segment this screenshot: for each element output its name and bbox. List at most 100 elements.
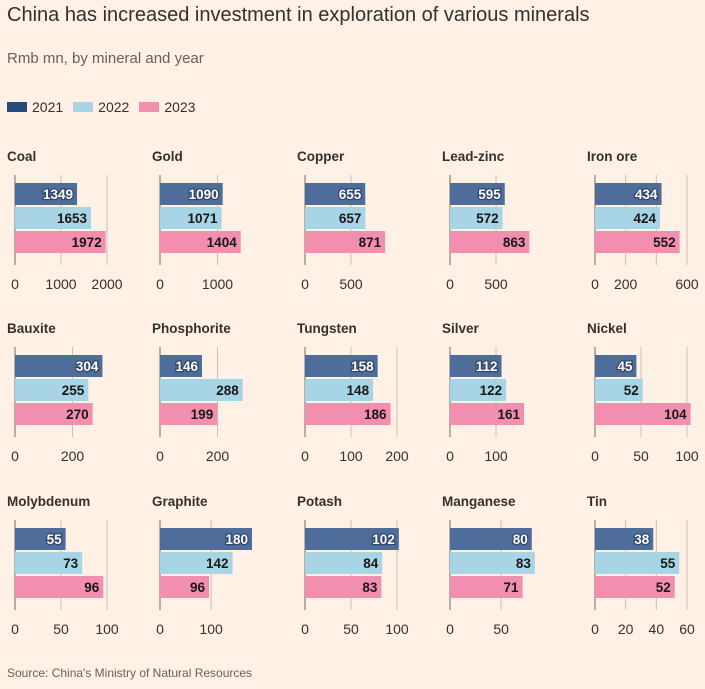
bar-value-label: 199 — [191, 407, 214, 422]
bar-2023 — [305, 403, 391, 425]
tick-label: 1000 — [45, 276, 76, 292]
panel-title: Lead-zinc — [442, 149, 505, 164]
bar-2022 — [160, 207, 222, 229]
tick-label: 50 — [343, 621, 359, 637]
bar-2021 — [595, 528, 654, 550]
tick-label: 0 — [11, 448, 19, 464]
bar-2021 — [15, 355, 103, 377]
bar-2022 — [595, 379, 643, 401]
bar-value-label: 96 — [190, 580, 206, 595]
tick-label: 100 — [385, 621, 409, 637]
tick-label: 200 — [61, 448, 85, 464]
source-note: Source: China's Ministry of Natural Reso… — [7, 666, 253, 680]
panel-copper: Copper 0 500 655 657 871 — [297, 149, 386, 292]
bar-value-label: 80 — [513, 532, 528, 547]
tick-label: 200 — [206, 448, 230, 464]
bar-2023 — [450, 576, 523, 598]
bar-value-label: 73 — [63, 556, 79, 571]
bar-2023 — [160, 576, 210, 598]
panel-title: Molybdenum — [7, 494, 90, 509]
bar-value-label: 142 — [206, 556, 229, 571]
tick-label: 200 — [614, 276, 638, 292]
panel-title: Potash — [297, 494, 342, 509]
tick-label: 100 — [484, 448, 508, 464]
bar-2022 — [305, 379, 374, 401]
bar-value-label: 38 — [634, 532, 650, 547]
panel-title: Bauxite — [7, 321, 56, 336]
bar-2022 — [15, 207, 92, 229]
bar-2023 — [595, 231, 680, 253]
bar-2022 — [160, 379, 243, 401]
tick-label: 500 — [339, 276, 363, 292]
bar-value-label: 1090 — [189, 187, 219, 202]
bar-value-label: 424 — [633, 211, 656, 226]
panel-iron-ore: Iron ore 0 200 600 434 424 552 — [587, 149, 699, 292]
bar-2021 — [450, 183, 505, 205]
bar-value-label: 55 — [47, 532, 63, 547]
bar-value-label: 655 — [339, 187, 362, 202]
legend-swatch-2022 — [73, 102, 94, 112]
chart-title: China has increased investment in explor… — [7, 4, 590, 26]
panel-title: Graphite — [152, 494, 208, 509]
tick-label: 0 — [591, 621, 599, 637]
bar-2022 — [595, 552, 680, 574]
legend-swatch-2023 — [139, 102, 160, 112]
panel-nickel: Nickel 0 50 100 45 52 104 — [587, 321, 699, 464]
legend-item-2022: 2022 — [73, 99, 129, 115]
bar-2023 — [15, 576, 104, 598]
panel-gold: Gold 0 1000 1090 1071 1404 — [152, 149, 241, 292]
bar-2022 — [15, 552, 83, 574]
bar-2023 — [160, 403, 218, 425]
bar-value-label: 55 — [660, 556, 676, 571]
tick-label: 0 — [156, 276, 164, 292]
panel-coal: Coal 0 1000 2000 1349 1653 1972 — [7, 149, 123, 292]
bar-2021 — [15, 528, 66, 550]
bar-value-label: 434 — [635, 187, 658, 202]
tick-label: 0 — [591, 276, 599, 292]
bar-2022 — [450, 207, 503, 229]
bar-value-label: 52 — [656, 580, 671, 595]
tick-label: 100 — [675, 448, 699, 464]
bar-value-label: 657 — [339, 211, 362, 226]
bar-value-label: 158 — [351, 359, 374, 374]
tick-label: 0 — [446, 276, 454, 292]
tick-label: 50 — [493, 621, 509, 637]
panel-tungsten: Tungsten 0 100 200 158 148 186 — [297, 321, 409, 464]
bar-value-label: 304 — [76, 359, 99, 374]
bar-value-label: 255 — [62, 383, 85, 398]
tick-label: 0 — [446, 448, 454, 464]
bar-2021 — [160, 355, 202, 377]
panel-bauxite: Bauxite 0 200 304 255 270 — [7, 321, 103, 464]
tick-label: 50 — [53, 621, 69, 637]
bar-value-label: 1349 — [43, 187, 73, 202]
panel-title: Nickel — [587, 321, 627, 336]
bar-2021 — [595, 355, 637, 377]
tick-label: 20 — [618, 621, 634, 637]
bar-value-label: 71 — [504, 580, 520, 595]
bar-value-label: 1972 — [72, 235, 102, 250]
bar-2023 — [15, 403, 93, 425]
bar-value-label: 148 — [347, 383, 370, 398]
bar-value-label: 96 — [84, 580, 100, 595]
panel-tin: Tin 0 20 40 60 38 55 52 — [587, 494, 695, 637]
panel-title: Coal — [7, 149, 36, 164]
tick-label: 100 — [95, 621, 119, 637]
bar-2022 — [595, 207, 661, 229]
tick-label: 50 — [633, 448, 649, 464]
bar-2023 — [595, 576, 675, 598]
tick-label: 100 — [339, 448, 363, 464]
bar-value-label: 112 — [476, 359, 498, 374]
bar-value-label: 1404 — [207, 235, 238, 250]
bar-value-label: 1071 — [188, 211, 219, 226]
panel-title: Gold — [152, 149, 183, 164]
bar-value-label: 45 — [617, 359, 633, 374]
tick-label: 0 — [156, 448, 164, 464]
tick-label: 0 — [301, 621, 309, 637]
bar-value-label: 83 — [362, 580, 378, 595]
legend-item-2023: 2023 — [139, 99, 195, 115]
bar-value-label: 595 — [478, 187, 501, 202]
tick-label: 0 — [446, 621, 454, 637]
